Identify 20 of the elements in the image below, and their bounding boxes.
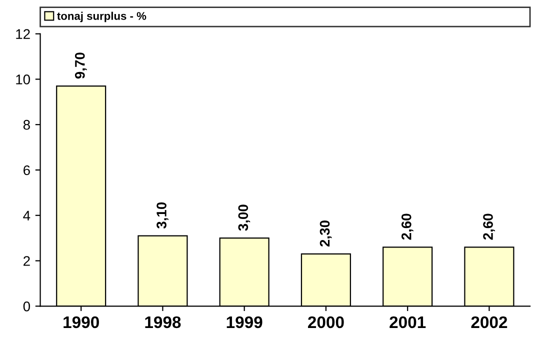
y-tick-label: 10 <box>16 74 30 84</box>
y-tick-label: 6 <box>24 165 30 176</box>
y-tick-label: 8 <box>23 120 30 130</box>
data-label: 3,10 <box>156 202 168 229</box>
x-tick-label: 2002 <box>471 316 508 328</box>
x-tick-label: 1999 <box>226 316 262 328</box>
y-tick-label: 2 <box>24 256 30 266</box>
legend-label: tonaj surplus - % <box>57 12 146 22</box>
y-tick-label: 4 <box>23 210 30 220</box>
data-label: 3,00 <box>238 204 250 231</box>
x-tick-label: 2001 <box>390 316 426 328</box>
data-label: 2,30 <box>320 220 332 247</box>
x-tick-label: 1998 <box>145 316 181 328</box>
y-tick-label: 0 <box>23 301 30 312</box>
x-tick-label: 2000 <box>308 316 344 328</box>
data-label: 2,60 <box>401 214 414 240</box>
y-tick-label: 12 <box>16 29 30 39</box>
data-label: 2,60 <box>483 214 495 240</box>
x-tick-label: 1990 <box>64 316 99 328</box>
data-label: 9,70 <box>74 52 87 79</box>
